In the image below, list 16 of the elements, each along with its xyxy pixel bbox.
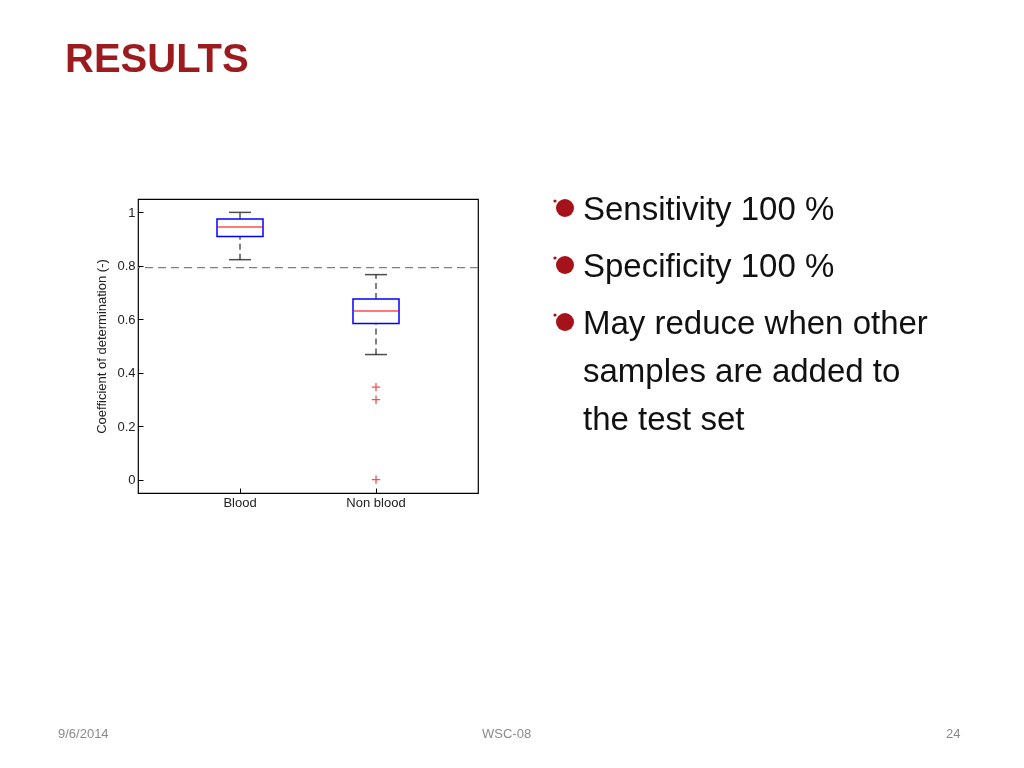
y-tick-label: 1 <box>128 204 136 220</box>
text: 24 <box>946 726 961 741</box>
chart-title: RESULTS <box>65 36 249 81</box>
y-axis-title: Coefficient of determination (-) <box>94 259 110 434</box>
x-tick-label: Non blood <box>346 494 406 510</box>
x-tick-label: Blood <box>223 494 257 510</box>
text: 9/6/2014 <box>58 726 109 741</box>
y-tick-label: 0.6 <box>117 311 136 327</box>
text: Sensitivity 100 % <box>583 190 835 227</box>
y-tick-label: 0 <box>128 472 136 488</box>
text: WSC-08 <box>482 726 532 741</box>
text: May reduce when other samples are added to the test set <box>583 304 928 437</box>
y-tick-label: 0.2 <box>117 418 136 434</box>
text: Specificity 100 % <box>583 247 835 284</box>
y-tick-label: 0.4 <box>117 365 136 381</box>
y-tick-label: 0.8 <box>117 258 136 274</box>
